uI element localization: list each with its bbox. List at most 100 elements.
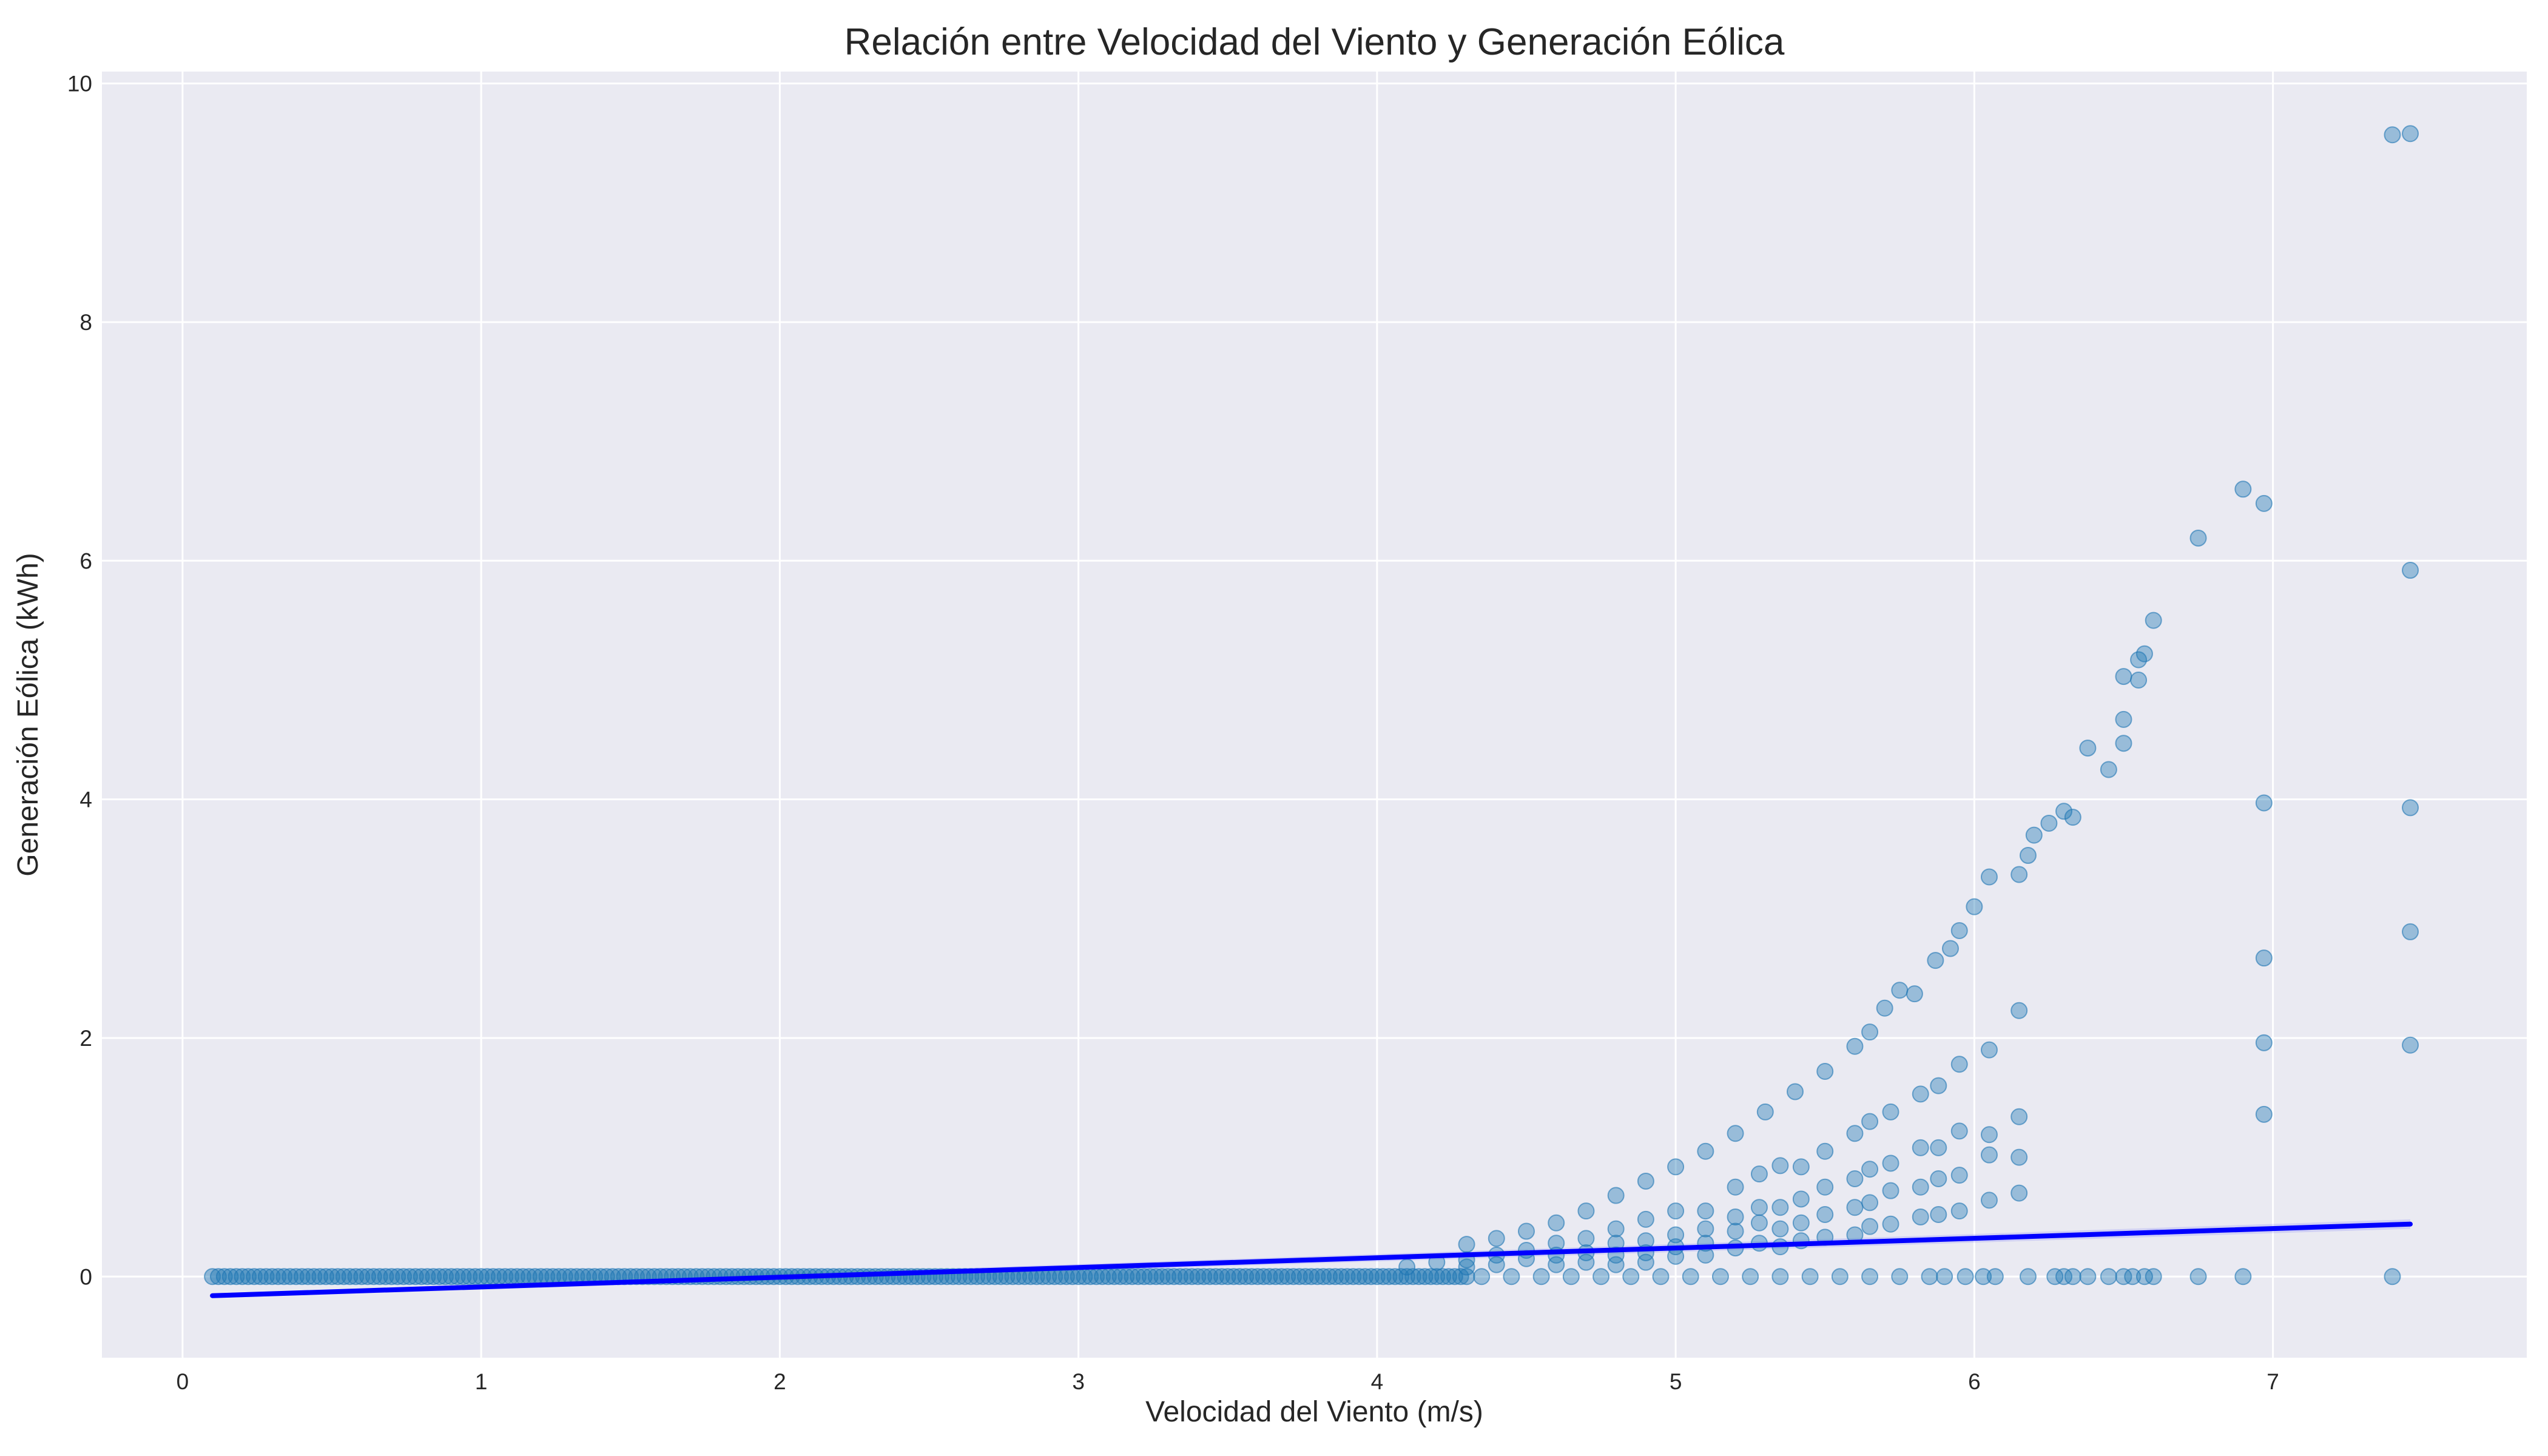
data-point [1458,1236,1475,1253]
data-point [1846,1199,1864,1216]
data-point [2234,480,2252,498]
data-point [2255,1105,2273,1123]
data-point [2135,1268,2153,1286]
data-point [1332,1268,1350,1286]
data-point [2402,562,2419,579]
data-point [1392,1268,1410,1286]
data-point [317,1268,335,1286]
data-point [1682,1268,1699,1286]
data-point [2124,1268,2142,1286]
data-point [1296,1268,1314,1286]
data-point [1980,868,1998,886]
data-point [448,1268,466,1286]
data-point [2255,794,2273,812]
data-point [1771,1268,1789,1286]
data-point [1285,1268,1303,1286]
data-point [1404,1268,1421,1286]
data-point [1882,1154,1899,1172]
data-point [263,1268,281,1286]
data-point [2010,1002,2028,1019]
data-point [1930,1206,1947,1224]
data-point [1290,1268,1308,1286]
data-point [1930,1170,1947,1188]
data-point [1927,952,1944,969]
data-point [1440,1268,1458,1286]
data-point [454,1268,472,1286]
data-point [1111,1268,1129,1286]
data-point [1727,1125,1744,1142]
data-point [1861,1218,1879,1235]
data-point [383,1268,400,1286]
data-point [257,1268,275,1286]
data-point [1344,1268,1362,1286]
data-point [1249,1268,1266,1286]
data-point [1941,940,1959,957]
data-point [1980,1126,1998,1144]
data-point [1592,1268,1610,1286]
data-point [1458,1268,1475,1286]
data-point [1434,1268,1452,1286]
data-point [1255,1268,1272,1286]
data-point [311,1268,329,1286]
data-point [1975,1268,1992,1286]
data-point [2079,1268,2097,1286]
data-point [293,1268,311,1286]
data-point [1906,985,1923,1003]
data-point [1309,1268,1326,1286]
data-point [2189,529,2207,547]
x-tick-label: 2 [774,1369,786,1394]
data-point [1950,1167,1968,1184]
data-point [1135,1268,1153,1286]
data-point [1410,1268,1427,1286]
data-point [1452,1268,1469,1286]
data-point [1882,1103,1899,1121]
data-point [1697,1202,1714,1220]
data-point [2100,761,2117,778]
data-point [2145,612,2162,629]
data-point [1816,1178,1834,1196]
data-point [1980,1041,1998,1059]
data-point [1488,1256,1505,1273]
data-point [1667,1226,1685,1244]
data-point [1936,1268,1953,1286]
data-point [1816,1063,1834,1080]
data-point [299,1268,317,1286]
data-point [395,1268,413,1286]
data-point [1195,1268,1213,1286]
data-point [1750,1214,1768,1232]
data-point [2402,1036,2419,1054]
data-point [2079,740,2097,757]
x-tick-label: 6 [1968,1369,1981,1394]
data-point [1750,1199,1768,1216]
data-point [2040,814,2058,832]
chart-title: Relación entre Velocidad del Viento y Ge… [844,21,1785,63]
data-point [1237,1268,1255,1286]
data-point [1950,1122,1968,1140]
data-point [1473,1268,1491,1286]
data-point [467,1268,484,1286]
data-point [1697,1220,1714,1238]
data-point [1380,1268,1398,1286]
data-point [1792,1214,1810,1232]
data-point [1956,1268,1974,1286]
data-point [1315,1268,1332,1286]
data-point [1816,1142,1834,1160]
data-point [1428,1268,1446,1286]
data-point [275,1268,293,1286]
data-point [1577,1202,1595,1220]
data-point [2064,809,2081,826]
data-point [2402,923,2419,940]
data-point [2010,1108,2028,1125]
data-point [1350,1268,1368,1286]
regression-line-layer [210,1221,2413,1298]
data-point [1548,1214,1565,1232]
data-point [1130,1268,1147,1286]
data-point [1756,1103,1774,1121]
data-point [1861,1023,1879,1041]
data-point [1261,1268,1278,1286]
data-point [1368,1268,1386,1286]
data-point [1458,1258,1475,1276]
data-point [269,1268,287,1286]
data-point [425,1268,442,1286]
data-point [1201,1268,1219,1286]
